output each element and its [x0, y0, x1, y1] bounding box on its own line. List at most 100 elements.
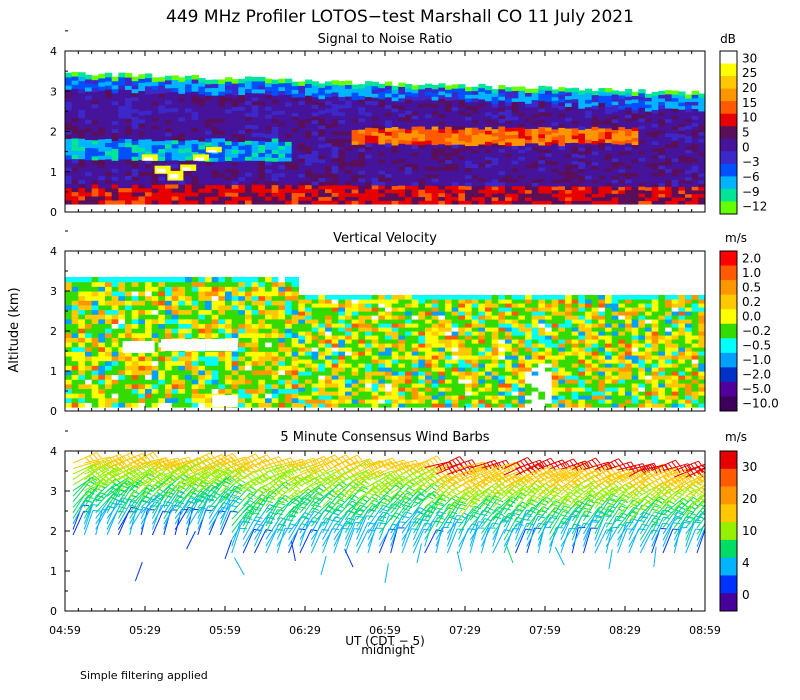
snr-cell	[571, 171, 579, 176]
velocity-cell	[91, 328, 99, 334]
velocity-cell	[351, 331, 359, 336]
snr-cell	[171, 107, 179, 113]
snr-cell	[565, 106, 573, 111]
velocity-cell	[98, 286, 106, 292]
velocity-cell	[365, 315, 373, 320]
snr-cell	[238, 172, 246, 178]
velocity-cell	[65, 309, 73, 315]
snr-cell	[278, 117, 286, 123]
snr-cell	[685, 139, 693, 144]
velocity-cell	[65, 342, 73, 348]
velocity-cell	[365, 319, 373, 324]
snr-cell	[225, 164, 233, 169]
velocity-cell	[138, 277, 146, 283]
velocity-cell	[438, 335, 446, 340]
snr-cell	[398, 173, 406, 178]
velocity-cell	[265, 342, 273, 348]
velocity-cell	[225, 318, 233, 325]
snr-cell	[478, 147, 486, 153]
velocity-cell	[451, 403, 459, 408]
velocity-cell	[171, 277, 179, 283]
velocity-cell	[418, 355, 426, 360]
velocity-cell	[305, 327, 313, 332]
snr-cell	[491, 157, 499, 162]
snr-cell	[698, 155, 705, 160]
snr-cell	[238, 102, 246, 107]
snr-cell	[525, 142, 533, 147]
snr-cell	[558, 152, 566, 158]
snr-cell	[345, 157, 353, 163]
snr-cell	[478, 173, 486, 179]
velocity-cell	[298, 303, 306, 308]
snr-cell	[691, 97, 699, 102]
velocity-cell	[411, 331, 419, 336]
velocity-cell	[205, 402, 213, 408]
snr-cell	[345, 126, 353, 132]
snr-cell	[98, 195, 106, 201]
snr-cell	[371, 123, 379, 129]
snr-cell	[65, 146, 73, 152]
snr-cell	[131, 199, 139, 205]
snr-cell	[411, 103, 419, 109]
snr-cell	[278, 180, 286, 185]
snr-colorbar-swatch	[720, 163, 737, 177]
velocity-cell	[231, 388, 239, 394]
snr-cell	[371, 135, 379, 140]
snr-cell	[565, 146, 573, 151]
snr-cell	[345, 99, 353, 105]
velocity-cell	[78, 300, 86, 306]
snr-cell	[645, 107, 653, 112]
velocity-cell	[391, 375, 399, 380]
snr-cell	[238, 110, 246, 115]
snr-cell	[91, 83, 99, 89]
snr-cell	[385, 138, 393, 144]
velocity-cell	[398, 375, 406, 380]
snr-cell	[538, 185, 546, 190]
snr-cell	[525, 178, 533, 183]
snr-cell	[358, 140, 366, 145]
velocity-cell	[285, 318, 293, 325]
snr-cell	[631, 109, 639, 114]
snr-cell	[105, 195, 113, 201]
velocity-cell	[258, 332, 266, 338]
snr-cell	[691, 175, 699, 180]
velocity-cell	[338, 295, 346, 300]
velocity-cell	[391, 307, 399, 312]
velocity-cell	[465, 339, 473, 344]
snr-cell	[198, 125, 206, 130]
snr-cell	[118, 130, 126, 135]
snr-cell	[98, 159, 106, 164]
velocity-cell	[205, 318, 213, 325]
velocity-cell	[245, 369, 253, 376]
velocity-cell	[325, 351, 333, 356]
velocity-cell	[318, 367, 326, 372]
velocity-cell	[391, 395, 399, 400]
velocity-cell	[218, 388, 226, 394]
snr-cell	[345, 96, 353, 101]
snr-cell	[251, 199, 259, 205]
snr-cell	[451, 144, 459, 149]
snr-cell	[365, 123, 373, 128]
snr-cell	[565, 128, 573, 133]
snr-cell	[691, 186, 699, 191]
snr-cell	[505, 130, 513, 136]
snr-cell	[311, 177, 319, 182]
velocity-cell	[465, 335, 473, 340]
velocity-cell	[418, 347, 426, 352]
snr-cell	[591, 98, 599, 103]
snr-cell	[111, 76, 119, 82]
snr-cell	[645, 169, 653, 174]
snr-cell	[351, 162, 359, 168]
velocity-cell	[198, 360, 206, 366]
snr-cell	[231, 188, 239, 193]
velocity-cell	[265, 374, 273, 380]
velocity-cell	[211, 318, 219, 325]
snr-cell	[345, 115, 353, 120]
velocity-cell	[478, 403, 486, 408]
snr-cell	[591, 133, 599, 138]
snr-cell	[211, 98, 219, 104]
snr-cell	[431, 148, 439, 153]
snr-cell	[298, 142, 306, 148]
snr-cell	[431, 144, 439, 149]
velocity-cell	[431, 371, 439, 376]
